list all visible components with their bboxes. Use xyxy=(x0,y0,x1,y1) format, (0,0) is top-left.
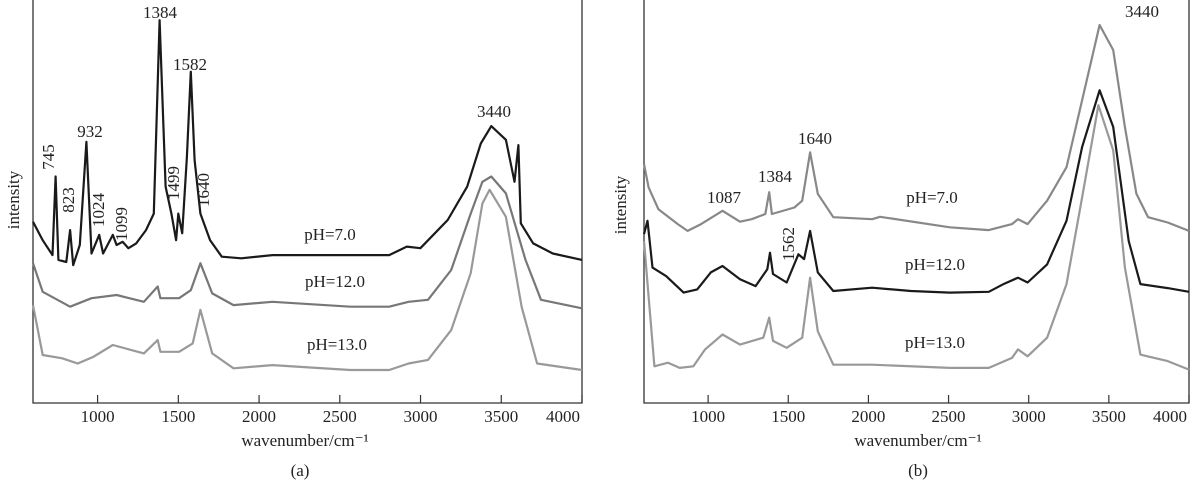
series-label: pH=7.0 xyxy=(906,188,958,207)
x-tick-label: 3500 xyxy=(1092,407,1126,426)
series-label: pH=13.0 xyxy=(307,335,367,354)
peak-annotation: 1099 xyxy=(112,207,131,241)
series-label: pH=13.0 xyxy=(905,333,965,352)
x-tick-label: 2000 xyxy=(851,407,885,426)
x-tick-label: 2500 xyxy=(932,407,966,426)
peak-annotation: 932 xyxy=(77,122,103,141)
x-tick-label: 2000 xyxy=(242,407,276,426)
peak-annotation: 1499 xyxy=(164,166,183,200)
peak-annotation: 1384 xyxy=(143,3,178,22)
series-label: pH=12.0 xyxy=(905,255,965,274)
peak-annotation: 1087 xyxy=(707,188,742,207)
x-axis-label: wavenumber/cm⁻¹ xyxy=(241,431,368,450)
series-line-pH=12.0 xyxy=(642,89,1190,294)
y-axis-label: intensity xyxy=(611,175,630,234)
x-tick-label: 1500 xyxy=(161,407,195,426)
series-line-pH=7.0 xyxy=(642,23,1190,232)
peak-annotation: 1640 xyxy=(194,173,213,207)
panel-label: (a) xyxy=(291,461,310,480)
peak-annotation: 1024 xyxy=(89,193,108,228)
panel-a: 1000 1500 2000 2500 3000 3500 4000 pH=7.0 pH=12.… xyxy=(4,0,583,480)
x-tick-label: 3000 xyxy=(1012,407,1046,426)
peak-annotation: 745 xyxy=(39,144,58,170)
peak-annotation: 3440 xyxy=(477,102,511,121)
x-tick-label: 1000 xyxy=(81,407,115,426)
peak-annotation: 1384 xyxy=(758,167,793,186)
peak-annotation: 823 xyxy=(59,187,78,213)
panel-label: (b) xyxy=(908,461,928,480)
y-axis-label: intensity xyxy=(4,170,23,229)
axes-frame xyxy=(32,0,583,404)
series-line-pH=12.0 xyxy=(31,175,583,310)
series-label: pH=7.0 xyxy=(304,225,356,244)
x-tick-label: 4000 xyxy=(546,407,580,426)
peak-annotation: 1582 xyxy=(173,55,207,74)
peak-annotation: 1562 xyxy=(779,227,798,261)
series-line-pH=13.0 xyxy=(642,104,1190,371)
x-tick-label: 3500 xyxy=(484,407,518,426)
axes-frame xyxy=(643,0,1190,404)
x-tick-label: 1500 xyxy=(771,407,805,426)
series-line-pH=7.0 xyxy=(32,19,583,267)
x-tick-label: 1000 xyxy=(691,407,725,426)
peak-annotation: 1640 xyxy=(798,129,832,148)
x-tick-label: 4000 xyxy=(1153,407,1187,426)
series-label: pH=12.0 xyxy=(305,272,365,291)
series-line-pH=13.0 xyxy=(31,188,583,372)
x-tick-label: 3000 xyxy=(404,407,438,426)
x-axis-label: wavenumber/cm⁻¹ xyxy=(854,431,981,450)
panel-b: 1000 1500 2000 2500 3000 3500 4000 pH=7.0 pH=12.… xyxy=(611,0,1190,480)
x-tick-label: 2500 xyxy=(323,407,357,426)
peak-annotation: 3440 xyxy=(1125,2,1159,21)
